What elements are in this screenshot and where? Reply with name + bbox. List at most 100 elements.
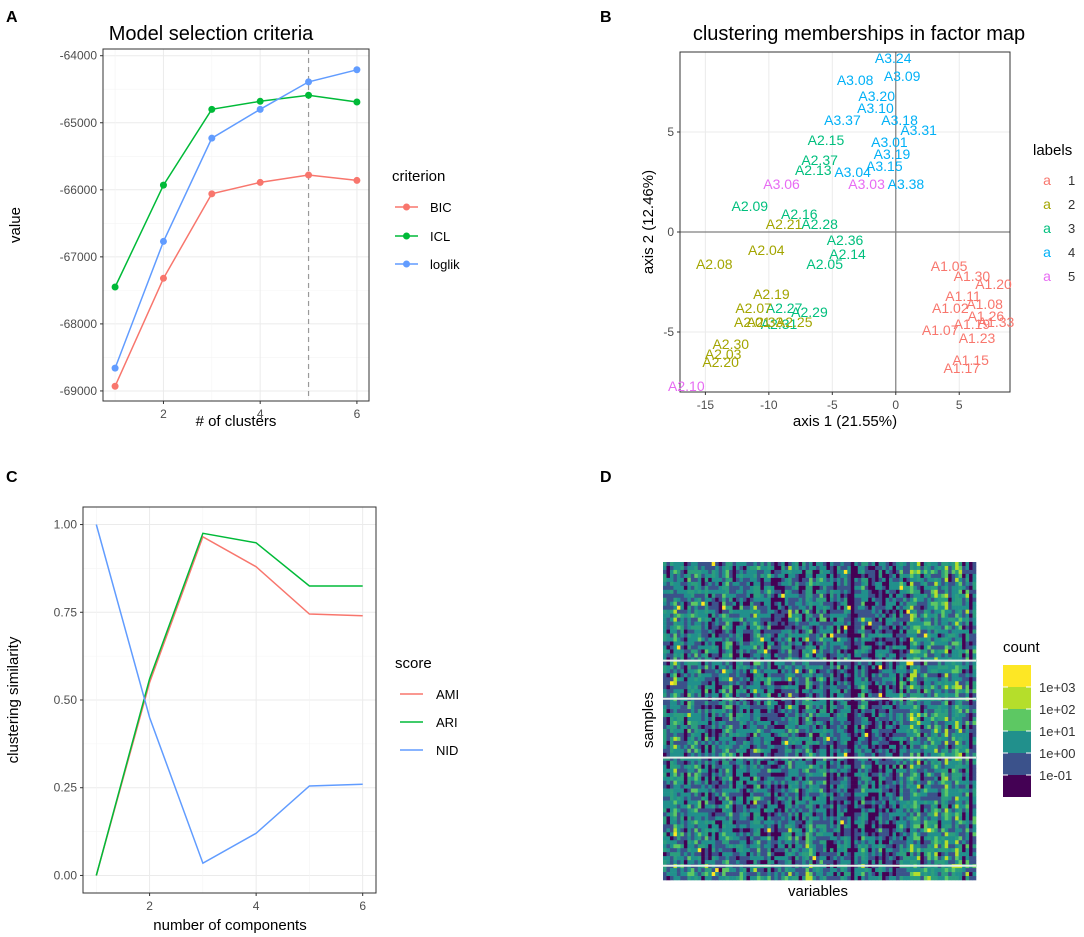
d-heatmap-cell [819,728,824,734]
d-heatmap-cell [763,709,768,714]
d-heatmap-cell [892,681,897,686]
d-heatmap-cell [802,657,806,662]
d-heatmap-cell [767,764,772,770]
d-heatmap-cell [767,593,772,599]
d-heatmap-cell [878,732,883,738]
d-heatmap-cell [948,589,952,595]
d-heatmap-cell [715,601,719,607]
d-heatmap-cell [857,593,862,599]
d-heatmap-cell [798,629,803,634]
d-heatmap-cell [788,701,792,706]
d-heatmap-cell [958,585,963,591]
d-heatmap-cell [805,713,810,718]
d-heatmap-cell [687,581,692,587]
b-point-label: A2.33 [747,314,784,330]
d-heatmap-cell [934,740,939,746]
d-heatmap-cell [937,597,942,603]
d-heatmap-cell [669,657,674,662]
d-heatmap-cell [937,701,942,706]
d-heatmap-cell [930,573,935,579]
d-heatmap-cell [937,713,942,718]
d-heatmap-cell [676,721,681,726]
d-heatmap-cell [683,752,688,758]
d-heatmap-cell [729,637,733,642]
d-heatmap-cell [902,565,907,571]
d-heatmap-cell [840,693,845,698]
d-heatmap-cell [916,573,921,579]
d-heatmap-cell [749,732,754,738]
d-heatmap-cell [899,609,904,614]
d-heatmap-cell [892,565,897,571]
d-heatmap-cell [822,736,827,742]
d-heatmap-cell [927,581,932,587]
d-heatmap-cell [909,736,914,742]
d-heatmap-cell [962,669,966,674]
d-heatmap-cell [916,585,921,591]
d-heatmap-cell [930,701,935,706]
d-heatmap-cell [941,736,945,742]
d-heatmap-cell [896,625,900,630]
d-heatmap-cell [676,752,681,758]
d-heatmap-cell [777,597,782,603]
d-heatmap-cell [711,713,716,718]
d-heatmap-cell [812,740,817,746]
d-heatmap-cell [732,637,737,642]
d-heatmap-cell [816,613,820,618]
d-heatmap-cell [951,641,956,646]
d-heatmap-cell [760,625,765,630]
d-heatmap-cell [729,721,733,726]
d-heatmap-cell [944,756,949,762]
d-heatmap-cell [725,562,730,567]
d-heatmap-cell [715,657,719,662]
d-heatmap-cell [909,768,914,773]
d-heatmap-cell [972,657,977,662]
d-heatmap-cell [916,705,921,710]
d-heatmap-cell [850,665,855,670]
d-heatmap-cell [666,728,671,734]
d-heatmap-cell [847,748,852,754]
d-heatmap-cell [871,721,876,726]
d-heatmap-cell [927,756,932,762]
d-heatmap-cell [871,717,876,722]
d-heatmap-cell [847,677,852,682]
d-heatmap-cell [784,609,789,614]
d-heatmap-cell [781,709,786,714]
d-heatmap-cell [882,752,886,758]
d-heatmap-cell [909,740,914,746]
d-heatmap-cell [871,637,876,642]
d-heatmap-cell [892,693,897,698]
d-heatmap-cell [673,633,678,638]
d-heatmap-cell [833,724,838,730]
d-heatmap-cell [788,728,792,734]
d-heatmap-cell [694,581,699,587]
d-heatmap-cell [687,685,692,690]
d-heatmap-cell [742,629,747,634]
d-heatmap-cell [965,589,970,595]
d-heatmap-cell [791,569,796,575]
d-heatmap-cell [725,581,730,587]
d-heatmap-cell [861,768,866,773]
d-heatmap-cell [774,736,779,742]
d-heatmap-cell [937,665,942,670]
d-heatmap-cell [969,577,973,583]
d-heatmap-cell [729,681,733,686]
d-heatmap-cell [955,562,959,567]
d-heatmap-cell [788,685,792,690]
d-heatmap-cell [718,681,723,686]
d-heatmap-cell [948,689,952,694]
d-heatmap-cell [955,677,959,682]
d-heatmap-cell [965,597,970,603]
d-heatmap-cell [802,705,806,710]
d-heatmap-cell [882,653,886,658]
d-heatmap-cell [927,748,932,754]
d-heatmap-cell [829,577,834,583]
d-heatmap-cell [934,744,939,750]
d-heatmap-cell [777,593,782,599]
d-heatmap-cell [868,709,872,714]
d-heatmap-cell [889,585,893,591]
d-heatmap-cell [941,673,945,678]
d-heatmap-cell [868,573,872,579]
d-heatmap-cell [816,748,820,754]
d-heatmap-cell [669,629,674,634]
d-heatmap-cell [708,649,712,654]
